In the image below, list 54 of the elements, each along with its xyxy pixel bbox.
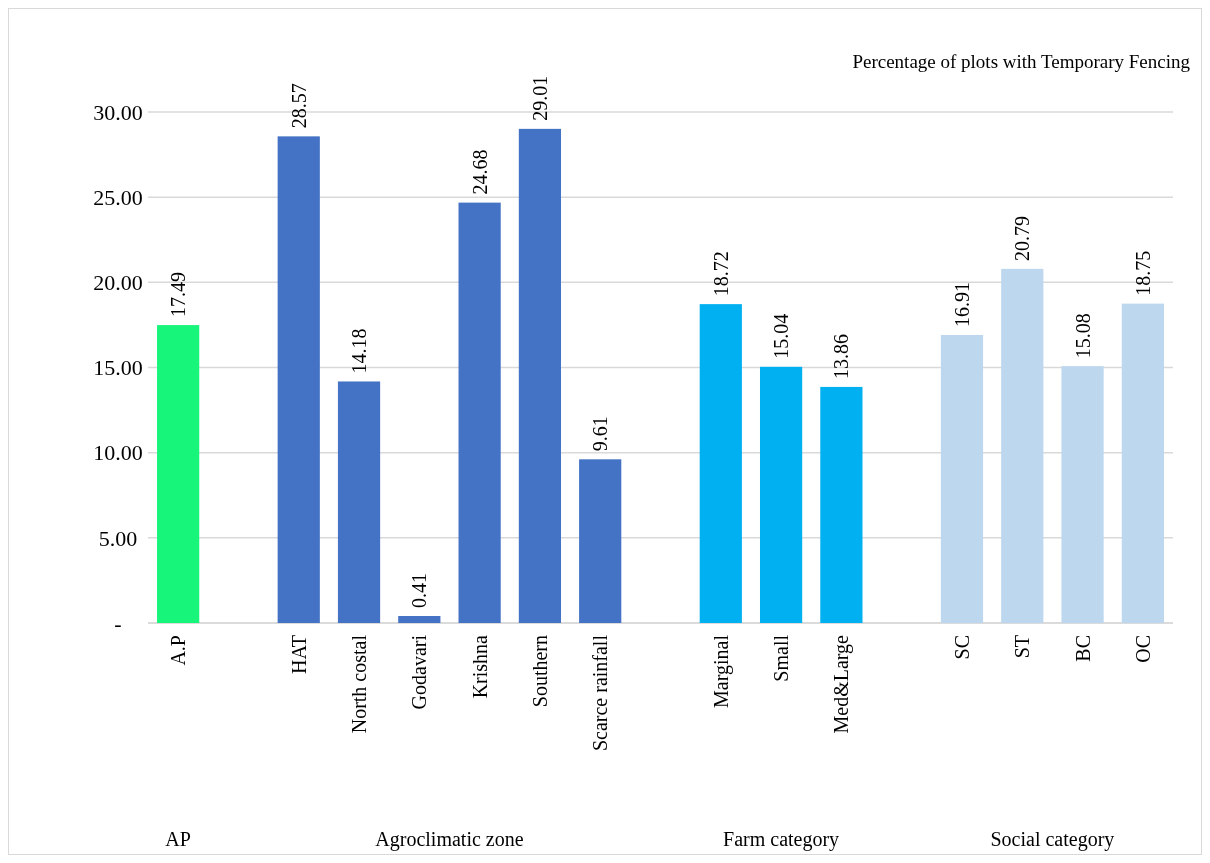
x-tick-label: Med&Large bbox=[830, 634, 854, 734]
x-tick-label: HAT bbox=[287, 635, 310, 674]
data-label: 0.41 bbox=[408, 573, 431, 609]
x-tick-label: BC bbox=[1071, 635, 1094, 662]
x-tick-label: ST bbox=[1011, 635, 1034, 659]
y-tick-label: 30.00 bbox=[93, 99, 143, 125]
x-tick-label: Krishna bbox=[468, 634, 491, 699]
bar bbox=[337, 381, 381, 623]
data-label: 28.57 bbox=[287, 83, 310, 129]
y-tick-label: 15.00 bbox=[93, 355, 143, 381]
data-label: 13.86 bbox=[830, 333, 853, 379]
data-label: 16.91 bbox=[950, 281, 973, 327]
bar bbox=[157, 325, 200, 623]
data-label: 18.72 bbox=[709, 251, 732, 297]
text: Social category bbox=[990, 828, 1115, 851]
data-label: 14.18 bbox=[348, 328, 371, 374]
x-tick-label: SC bbox=[950, 635, 973, 660]
y-tick-label: 25.00 bbox=[93, 184, 143, 210]
text: Agroclimatic zone bbox=[375, 828, 524, 851]
data-label: 17.49 bbox=[167, 272, 190, 318]
x-tick-label: OC bbox=[1131, 635, 1154, 663]
x-tick-label: A.P bbox=[167, 635, 190, 666]
bar bbox=[458, 202, 501, 623]
data-label: 29.01 bbox=[528, 75, 551, 121]
bar bbox=[759, 366, 803, 623]
y-tick-label: 10.00 bbox=[93, 440, 143, 466]
x-tick-label: North costal bbox=[348, 634, 371, 734]
data-label: 24.68 bbox=[468, 149, 491, 195]
bar bbox=[518, 128, 562, 623]
text: Farm category bbox=[723, 828, 840, 851]
bar bbox=[579, 459, 622, 623]
x-tick-label: Southern bbox=[528, 635, 551, 708]
bar bbox=[940, 334, 984, 623]
bar bbox=[1061, 366, 1104, 623]
data-label: 18.75 bbox=[1131, 250, 1154, 296]
y-tick-label: - bbox=[114, 610, 122, 636]
bar bbox=[1001, 268, 1044, 623]
bar bbox=[277, 136, 320, 623]
y-tick-label: 5.00 bbox=[98, 525, 138, 551]
y-tick-label: 20.00 bbox=[93, 270, 143, 296]
chart-title: Percentage of plots with Temporary Fencing bbox=[852, 51, 1191, 72]
bar bbox=[398, 616, 441, 623]
x-tick-label: Godavari bbox=[408, 634, 431, 710]
data-label: 9.61 bbox=[589, 416, 612, 452]
data-label: 15.04 bbox=[770, 313, 793, 359]
bar bbox=[699, 304, 742, 623]
data-label: 15.08 bbox=[1071, 313, 1094, 359]
bar bbox=[1121, 303, 1164, 623]
x-tick-label: Small bbox=[770, 634, 793, 682]
text: AP bbox=[165, 828, 191, 850]
data-label: 20.79 bbox=[1011, 215, 1034, 261]
bar bbox=[820, 386, 863, 623]
x-tick-label: Marginal bbox=[709, 634, 733, 708]
x-tick-label: Scarce rainfall bbox=[589, 634, 612, 752]
